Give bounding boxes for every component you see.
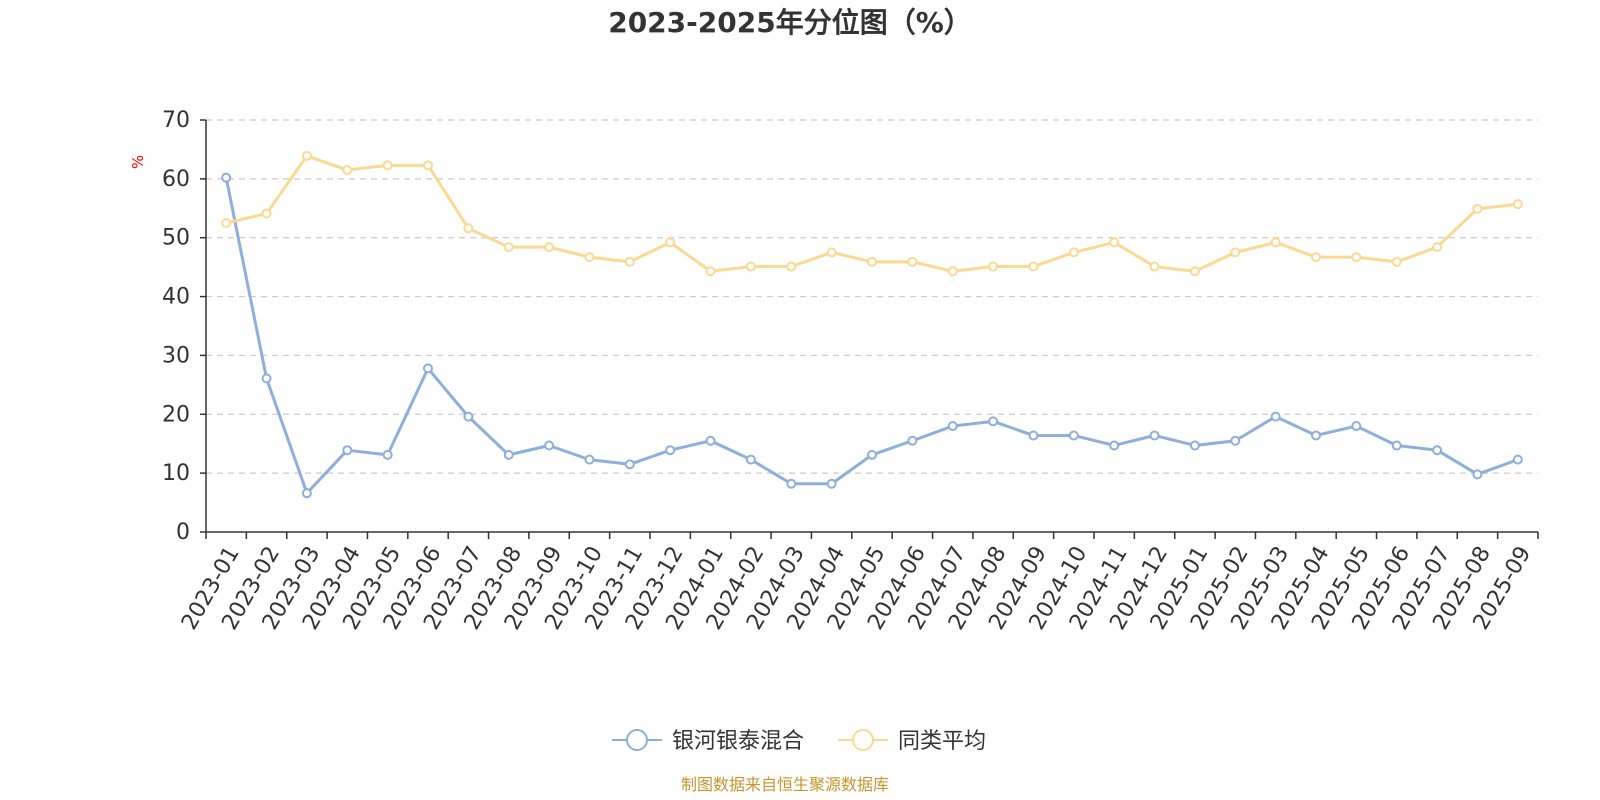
data-point	[301, 150, 312, 161]
chart-title: 2023-2025年分位图（%）	[608, 6, 972, 39]
data-point	[624, 459, 635, 470]
data-point	[1311, 430, 1321, 441]
data-point	[301, 488, 312, 499]
data-point	[1391, 440, 1402, 451]
source-note: 制图数据来自恒生聚源数据库	[681, 775, 889, 794]
legend-marker-icon	[852, 729, 874, 751]
data-point	[382, 160, 393, 171]
data-point	[503, 242, 514, 253]
data-point	[463, 223, 474, 234]
data-point	[665, 445, 676, 456]
data-point	[463, 411, 474, 422]
data-point	[1270, 237, 1281, 248]
data-point	[1149, 430, 1160, 441]
data-point	[665, 237, 676, 248]
data-point	[826, 247, 837, 258]
data-point	[786, 261, 797, 272]
y-tick-label: 20	[162, 402, 190, 427]
y-tick-label: 50	[162, 226, 190, 251]
data-point	[1432, 445, 1443, 456]
data-point	[544, 440, 555, 451]
data-point	[867, 256, 877, 267]
series-line-1	[224, 177, 1519, 495]
data-point	[221, 172, 232, 183]
y-tick-label: 70	[162, 108, 190, 133]
data-point	[1189, 440, 1200, 451]
gridlines	[206, 119, 1538, 474]
data-point	[1068, 430, 1079, 441]
series	[221, 150, 1523, 499]
data-point	[1109, 440, 1120, 451]
data-point	[624, 256, 635, 267]
data-point	[1512, 454, 1523, 465]
data-point	[1109, 237, 1120, 248]
legend-marker-icon	[626, 729, 648, 751]
axes: 0102030405060702023-012023-022023-032023…	[162, 108, 1539, 634]
data-point	[1028, 261, 1039, 272]
data-point	[867, 449, 877, 460]
data-point	[1230, 435, 1241, 446]
data-point	[261, 373, 272, 384]
data-point	[1391, 256, 1402, 267]
data-point	[221, 218, 232, 228]
data-point	[584, 454, 595, 465]
series-line-2	[225, 154, 1518, 273]
data-point	[745, 454, 756, 465]
data-point	[1230, 247, 1241, 258]
data-point	[786, 478, 797, 489]
data-point	[342, 165, 353, 176]
data-point	[1189, 266, 1200, 277]
data-point	[907, 435, 918, 446]
y-tick-label: 10	[162, 461, 190, 486]
data-point	[1068, 247, 1079, 258]
data-point	[988, 261, 999, 272]
data-point	[261, 208, 272, 219]
data-point	[947, 266, 958, 277]
data-point	[745, 261, 756, 272]
y-tick-label: 60	[162, 167, 190, 192]
data-point	[544, 242, 555, 253]
data-point	[342, 445, 353, 456]
data-point	[1270, 411, 1281, 422]
data-point	[1472, 203, 1483, 214]
data-point	[584, 252, 595, 263]
data-point	[382, 449, 393, 460]
data-point	[907, 256, 918, 267]
data-point	[1311, 252, 1321, 263]
y-tick-label: 30	[162, 343, 190, 368]
data-point	[423, 160, 433, 171]
data-point	[988, 416, 999, 427]
legend-label: 同类平均	[898, 729, 986, 754]
data-point	[1028, 430, 1039, 441]
y-axis-label: %	[129, 155, 147, 169]
y-tick-label: 0	[176, 520, 190, 545]
y-tick-label: 40	[162, 285, 190, 310]
data-point	[826, 478, 837, 489]
data-point	[1512, 199, 1523, 210]
data-point	[1351, 252, 1362, 263]
data-point	[705, 435, 716, 446]
data-point	[705, 266, 716, 277]
data-point	[1432, 242, 1443, 253]
data-point	[1472, 469, 1483, 480]
data-point	[1149, 261, 1160, 272]
data-point	[503, 449, 514, 460]
data-point	[423, 363, 433, 374]
data-point	[947, 421, 958, 432]
legend[interactable]: 银河银泰混合 同类平均	[612, 729, 986, 754]
data-point	[1351, 421, 1362, 432]
legend-label: 银河银泰混合	[672, 729, 804, 754]
